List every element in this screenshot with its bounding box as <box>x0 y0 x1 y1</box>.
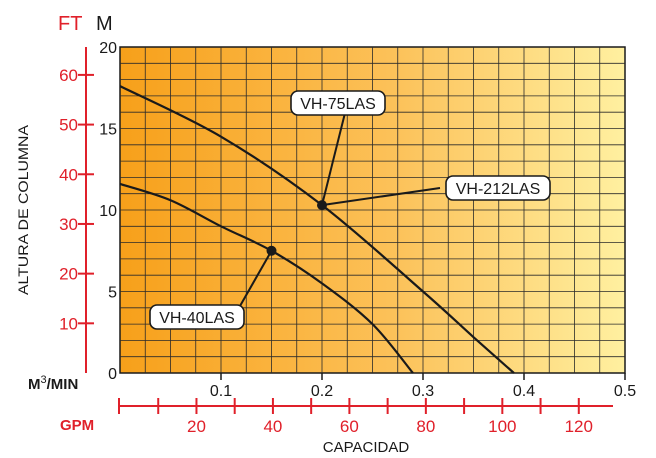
callout-label-vh-40las: VH-40LAS <box>159 310 235 327</box>
m3-tick-label: 0.3 <box>412 383 434 400</box>
x-axis-title: CAPACIDAD <box>323 439 410 456</box>
gpm-axis-ticks: 20 40 60 80 100 120 <box>118 398 593 436</box>
m3-axis-ticks: 0.1 0.2 0.3 0.4 0.5 <box>210 373 636 400</box>
ft-tick-label: 40 <box>59 165 78 184</box>
operating-point-vh-40las <box>266 245 277 256</box>
gpm-tick-label: 80 <box>416 417 435 436</box>
m-tick-label: 20 <box>99 40 117 57</box>
m3-unit-sup: 3 <box>41 374 47 386</box>
curve-vh-75las <box>119 85 515 374</box>
leader-vh-75las <box>321 112 346 206</box>
gpm-tick-label: 20 <box>187 417 206 436</box>
m3-unit-label: M3/MIN <box>28 374 78 393</box>
m-tick-label: 15 <box>99 122 117 139</box>
m3-tick-label: 0.2 <box>311 383 333 400</box>
ft-tick-label: 50 <box>59 116 78 135</box>
y-axis-title: ALTURA DE COLUMNA <box>15 124 31 295</box>
gpm-tick-label: 60 <box>340 417 359 436</box>
leader-vh-40las <box>239 250 273 307</box>
callouts: VH-40LAS VH-75LAS VH-212LAS <box>149 90 551 330</box>
m3-tick-label: 0.4 <box>513 383 535 400</box>
callout-box-vh-212las <box>445 175 551 201</box>
ft-axis-ticks: 10 20 30 40 50 60 <box>59 66 94 333</box>
m3-unit-base: M <box>28 376 41 393</box>
m-tick-label: 0 <box>108 366 117 383</box>
leader-vh-212las <box>321 187 441 207</box>
callout-label-vh-75las: VH-75LAS <box>300 96 376 113</box>
callout-label-vh-212las: VH-212LAS <box>456 181 541 198</box>
m3-tick-label: 0.5 <box>614 383 636 400</box>
ft-tick-label: 20 <box>59 265 78 284</box>
ft-unit-label: FT <box>58 13 82 35</box>
gpm-tick-label: 120 <box>565 417 593 436</box>
callout-box-vh-75las <box>290 90 386 116</box>
callout-box-vh-40las <box>149 304 245 330</box>
m3-tick-label: 0.1 <box>210 383 232 400</box>
gpm-unit-label: GPM <box>60 417 94 434</box>
m-tick-label: 10 <box>99 203 117 220</box>
ft-tick-label: 60 <box>59 66 78 85</box>
gpm-tick-label: 40 <box>263 417 282 436</box>
gpm-tick-label: 100 <box>488 417 516 436</box>
operating-points <box>266 200 327 256</box>
m3-unit-tail: /MIN <box>47 376 79 393</box>
operating-point-vh-75las <box>317 200 327 211</box>
m-tick-label: 5 <box>108 285 117 302</box>
m-axis-ticks: 0 5 10 15 20 <box>99 40 117 383</box>
ft-tick-label: 10 <box>59 314 78 333</box>
m-unit-label: M <box>96 13 113 35</box>
ft-tick-label: 30 <box>59 215 78 234</box>
callout-leaders <box>239 112 441 307</box>
